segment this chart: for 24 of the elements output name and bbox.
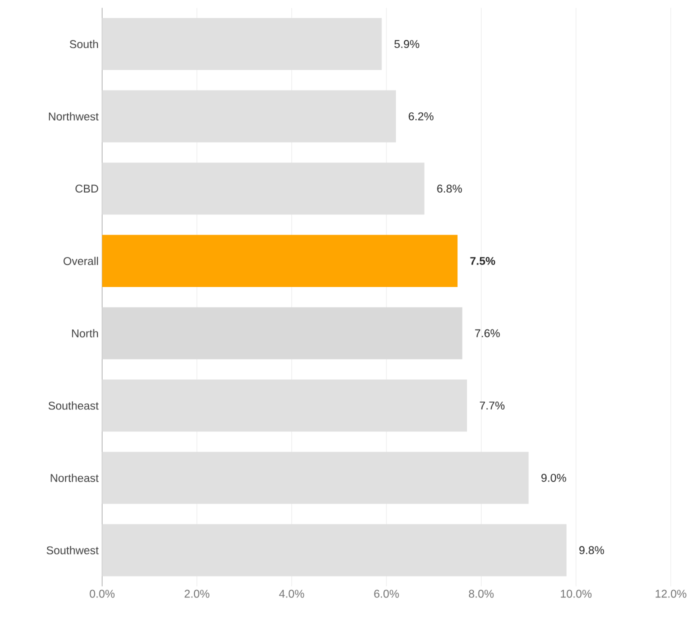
- y-tick-label: Southeast: [48, 402, 99, 410]
- data-label: 5.9%: [394, 40, 420, 48]
- y-tick-label: Northeast: [50, 474, 99, 482]
- y-tick-label: Overall: [64, 256, 98, 266]
- y-tick-label: Southwest: [46, 546, 99, 554]
- data-label: 7.6%: [475, 329, 500, 338]
- x-tick-label: 10.0%: [560, 590, 592, 598]
- data-label: 7.5%: [470, 257, 496, 266]
- data-label: 7.7%: [480, 402, 505, 410]
- y-tick-label: CBD: [76, 184, 98, 193]
- y-tick-label: South: [70, 40, 98, 48]
- x-tick-label: 2.0%: [184, 590, 210, 598]
- data-label: 9.8%: [579, 546, 604, 554]
- x-tick-label: 4.0%: [279, 590, 304, 598]
- y-tick-label: Northwest: [48, 112, 99, 121]
- x-tick-label: 6.0%: [374, 590, 399, 598]
- x-tick-label: 0.0%: [90, 590, 115, 598]
- data-label: 6.8%: [437, 184, 462, 193]
- y-tick-label: North: [72, 329, 98, 338]
- bar: [102, 235, 458, 288]
- x-tick-label: 12.0%: [656, 590, 686, 598]
- x-tick-label: 8.0%: [468, 590, 494, 598]
- data-label: 9.0%: [541, 474, 566, 482]
- data-label: 6.2%: [408, 112, 434, 120]
